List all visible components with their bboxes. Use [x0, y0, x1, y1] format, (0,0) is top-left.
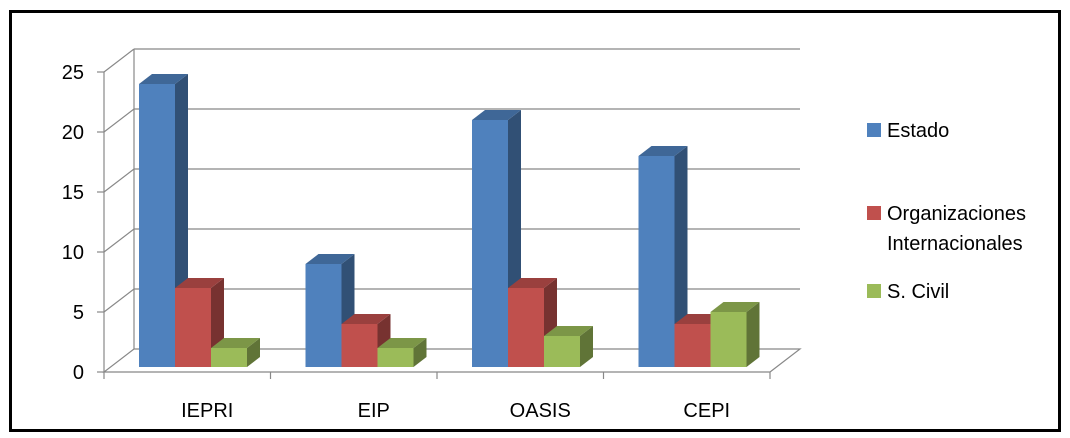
x-tick-label: IEPRI	[181, 400, 233, 422]
chart-walls	[102, 49, 802, 373]
gridline-side	[103, 288, 135, 313]
legend-swatch	[867, 206, 881, 220]
bar-side	[580, 326, 593, 367]
gridlines	[103, 48, 800, 313]
bar-front	[472, 120, 508, 367]
bar-cepi-s-civil	[710, 302, 760, 367]
bar-top	[710, 302, 760, 312]
bar-top	[175, 278, 224, 288]
bar-front	[305, 264, 342, 367]
bar-top	[508, 278, 557, 288]
bar-top	[377, 338, 427, 348]
bars	[139, 74, 760, 367]
bar-top	[341, 314, 391, 324]
bar-top	[472, 110, 521, 120]
x-tick-label: CEPI	[683, 400, 730, 422]
bar-top	[139, 74, 188, 84]
bar-front	[139, 84, 175, 367]
legend-swatch	[867, 123, 881, 137]
bar-top	[544, 326, 593, 336]
legend: Estado Organizaciones Internacionales S. Ci…	[867, 120, 1026, 303]
bar-top	[638, 146, 688, 156]
legend-label: Estado	[887, 120, 949, 142]
y-tick-label: 25	[62, 62, 84, 84]
bar-front	[674, 324, 711, 367]
bar-front	[710, 312, 747, 367]
bar-eip-s-civil	[377, 338, 427, 367]
bar-side	[674, 146, 688, 367]
y-tick-label: 10	[62, 242, 84, 264]
bar-front	[638, 156, 675, 367]
bar-top	[211, 338, 260, 348]
legend-label: S. Civil	[887, 281, 949, 303]
x-tick-label: EIP	[358, 400, 390, 422]
gridline-side	[103, 108, 135, 133]
bar-front	[508, 288, 544, 367]
floor-plane	[102, 348, 802, 373]
bar-front	[341, 324, 378, 367]
y-tick-label: 0	[73, 362, 84, 384]
bar-iepri-s-civil	[211, 338, 260, 367]
bar-top	[305, 254, 355, 264]
gridline-side	[103, 228, 135, 253]
gridline-side	[103, 48, 135, 73]
x-axis: IEPRI EIP OASIS CEPI	[103, 372, 771, 422]
bar-front	[377, 348, 414, 367]
gridline-side	[103, 168, 135, 193]
bar-front	[211, 348, 247, 367]
bar-front	[544, 336, 580, 367]
y-tick-label: 20	[62, 122, 84, 144]
legend-label: Organizaciones	[887, 203, 1026, 225]
legend-swatch	[867, 284, 881, 298]
bar-side	[247, 338, 260, 367]
y-tick-label: 5	[73, 302, 84, 324]
y-tick-label: 15	[62, 182, 84, 204]
bar-oasis-s-civil	[544, 326, 593, 367]
y-axis: 0 5 10 15 20 25	[62, 62, 105, 384]
legend-label: Internacionales	[887, 233, 1023, 255]
bar-side	[413, 338, 427, 367]
bar-cepi-estado	[638, 146, 688, 367]
bar-side	[746, 302, 760, 367]
x-tick-label: OASIS	[510, 400, 571, 422]
bar-front	[175, 288, 211, 367]
